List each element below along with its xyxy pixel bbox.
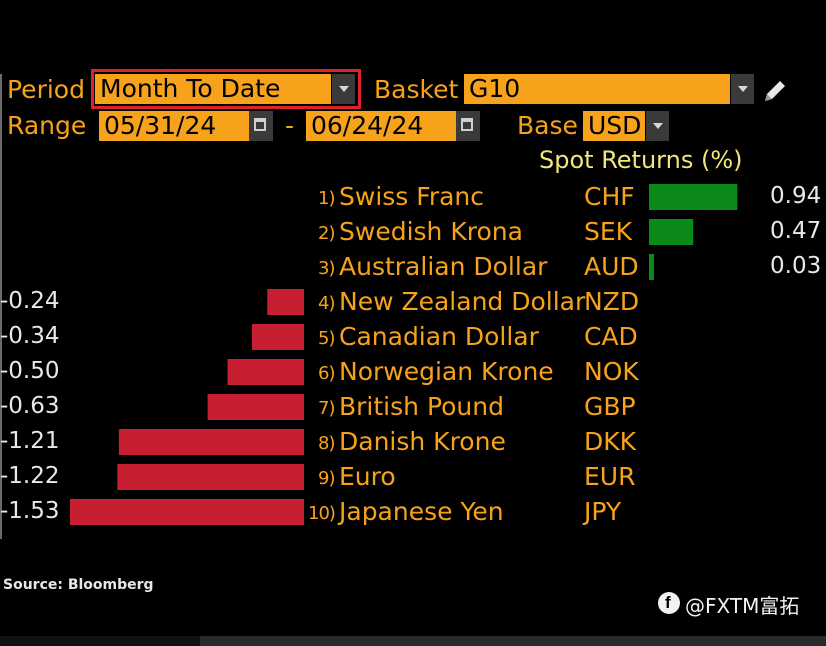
- currency-name[interactable]: New Zealand Dollar: [339, 287, 586, 316]
- bar-nok: [227, 359, 304, 385]
- basket-label: Basket: [374, 75, 459, 104]
- period-label: Period: [7, 75, 85, 104]
- currency-name[interactable]: Japanese Yen: [339, 497, 504, 526]
- bar-aud: [649, 254, 654, 280]
- base-select[interactable]: USD: [583, 111, 645, 141]
- facebook-icon: f: [658, 592, 680, 614]
- base-dropdown-icon[interactable]: [645, 111, 669, 141]
- rank-label: 1): [318, 188, 336, 209]
- bar-gbp: [207, 394, 304, 420]
- bar-nzd: [267, 289, 304, 315]
- rank-label: 2): [318, 223, 336, 244]
- currency-name[interactable]: Australian Dollar: [339, 252, 548, 281]
- value-label: -1.21: [0, 428, 60, 454]
- currency-code: NOK: [584, 357, 639, 386]
- rank-label: 8): [318, 433, 336, 454]
- rank-label: 6): [318, 363, 336, 384]
- value-label: -1.22: [0, 463, 60, 489]
- bar-sek: [649, 219, 694, 245]
- bar-eur: [117, 464, 304, 490]
- value-label: -0.63: [0, 393, 60, 419]
- rank-label: 7): [318, 398, 336, 419]
- bar-cad: [251, 324, 304, 350]
- value-label: -0.24: [0, 288, 60, 314]
- rank-label: 4): [318, 293, 336, 314]
- watermark: @FXTM富拓: [685, 594, 800, 618]
- range-end-input[interactable]: 06/24/24: [306, 111, 456, 141]
- rank-label: 9): [318, 468, 336, 489]
- currency-name[interactable]: Norwegian Krone: [339, 357, 554, 386]
- value-label: 0.94: [770, 183, 822, 209]
- basket-select[interactable]: G10: [464, 74, 730, 104]
- currency-code: SEK: [584, 217, 633, 246]
- value-label: 0.47: [770, 218, 822, 244]
- currency-code: DKK: [584, 427, 637, 456]
- period-select[interactable]: Month To Date: [95, 74, 331, 104]
- basket-dropdown-icon[interactable]: [730, 74, 754, 104]
- currency-code: GBP: [584, 392, 636, 421]
- pencil-icon[interactable]: [762, 78, 788, 104]
- left-border: [0, 74, 2, 539]
- value-label: -0.50: [0, 358, 60, 384]
- rank-label: 10): [308, 503, 336, 524]
- value-label: 0.03: [770, 253, 822, 279]
- bar-dkk: [118, 429, 305, 455]
- range-label: Range: [7, 111, 87, 140]
- calendar-start-icon[interactable]: [249, 111, 273, 141]
- currency-code: CAD: [584, 322, 638, 351]
- source-note: Source: Bloomberg: [3, 577, 154, 593]
- currency-name[interactable]: Swedish Krona: [339, 217, 523, 246]
- column-title: Spot Returns (%): [539, 146, 743, 174]
- range-start-input[interactable]: 05/31/24: [99, 111, 249, 141]
- currency-code: NZD: [584, 287, 640, 316]
- currency-name[interactable]: British Pound: [339, 392, 504, 421]
- value-label: -0.34: [0, 323, 60, 349]
- rank-label: 5): [318, 328, 336, 349]
- period-highlight: [91, 69, 361, 109]
- calendar-end-icon[interactable]: [456, 111, 480, 141]
- bar-chf: [649, 184, 738, 210]
- currency-name[interactable]: Canadian Dollar: [339, 322, 539, 351]
- currency-name[interactable]: Swiss Franc: [339, 182, 485, 211]
- bar-jpy: [69, 499, 304, 525]
- currency-name[interactable]: Danish Krone: [339, 427, 506, 456]
- currency-code: CHF: [584, 182, 635, 211]
- currency-code: EUR: [584, 462, 636, 491]
- range-separator: -: [285, 111, 295, 140]
- value-label: -1.53: [0, 498, 60, 524]
- base-label: Base: [517, 111, 578, 140]
- bottom-strip-right: [200, 636, 826, 646]
- period-dropdown-icon[interactable]: [331, 74, 355, 104]
- rank-label: 3): [318, 258, 336, 279]
- currency-name[interactable]: Euro: [339, 462, 396, 491]
- currency-code: AUD: [584, 252, 639, 281]
- currency-code: JPY: [584, 497, 622, 526]
